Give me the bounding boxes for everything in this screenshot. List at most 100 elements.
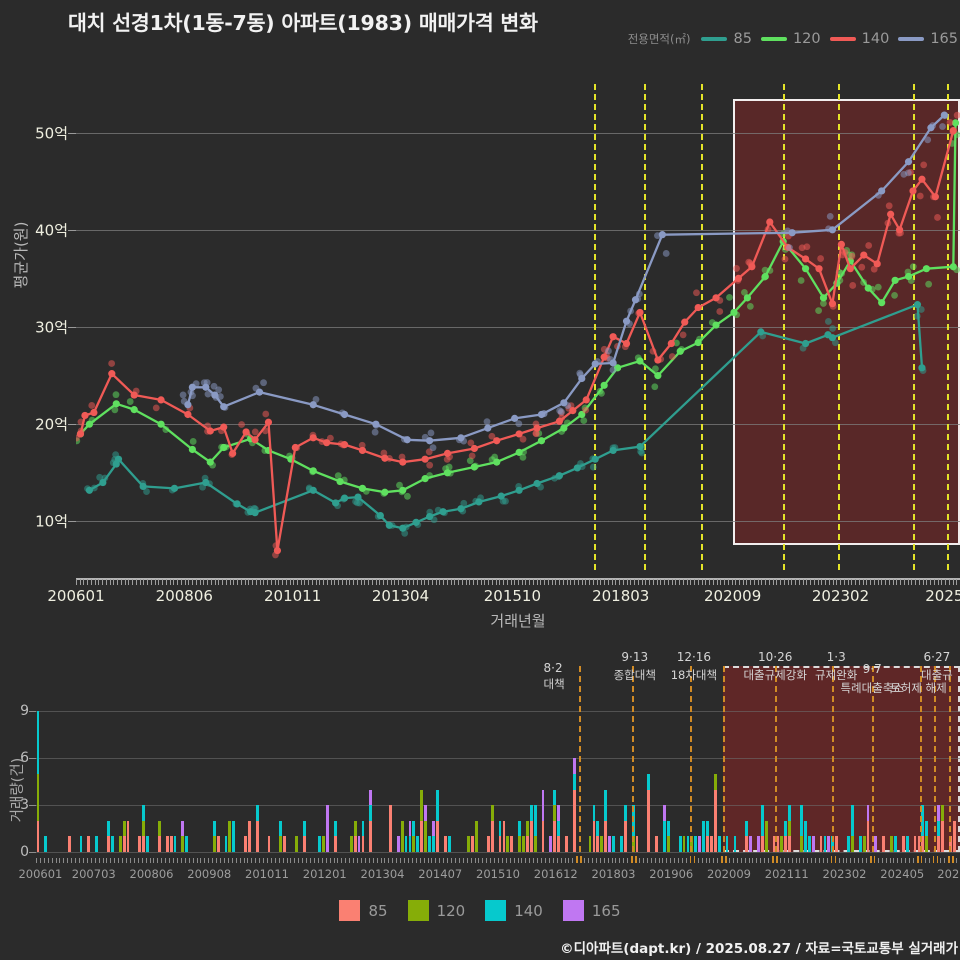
volume-bar[interactable] [803,820,807,852]
volume-bar[interactable] [361,820,365,852]
volume-bar[interactable] [686,836,690,852]
volume-bar[interactable] [655,836,659,852]
volume-bar[interactable] [807,836,811,852]
volume-bar[interactable] [776,836,780,852]
volume-bar[interactable] [424,805,428,852]
volume-bar[interactable] [894,836,897,852]
volume-bar[interactable] [612,836,615,852]
volume-bar[interactable] [819,836,823,852]
volume-bar[interactable] [416,836,420,852]
volume-bar[interactable] [283,836,287,852]
volume-bar[interactable] [36,711,40,852]
volume-bar[interactable] [107,820,110,852]
volume-bar[interactable] [600,836,604,852]
volume-bar[interactable] [706,820,709,852]
volume-bar[interactable] [811,836,815,852]
volume-bar[interactable] [780,836,784,852]
volume-bar[interactable] [549,836,553,852]
volume-bar[interactable] [757,836,760,852]
volume-bar[interactable] [369,789,373,852]
volume-bar[interactable] [710,836,713,852]
volume-bar[interactable] [647,773,651,852]
volume-bar[interactable] [502,820,506,852]
legend-bottom-item-120[interactable]: 120 [407,900,465,921]
volume-bar[interactable] [334,820,337,852]
volume-bar[interactable] [788,805,792,852]
volume-bar[interactable] [79,836,83,852]
volume-bar[interactable] [67,836,71,852]
volume-bar[interactable] [353,820,357,852]
volume-bar[interactable] [682,836,686,852]
volume-bar[interactable] [173,836,177,852]
volume-bar[interactable] [835,836,839,852]
volume-bar[interactable] [858,836,862,852]
volume-bar[interactable] [169,836,173,852]
volume-bar[interactable] [110,836,114,852]
legend-item-140[interactable]: 140 [829,31,889,47]
volume-bar[interactable] [866,805,870,852]
volume-bar[interactable] [784,820,788,852]
volume-bar[interactable] [745,820,749,852]
volume-bar[interactable] [157,820,161,852]
volume-bar[interactable] [588,836,592,852]
volume-bar[interactable] [467,836,471,852]
volume-bar[interactable] [412,820,416,852]
volume-bar[interactable] [596,820,600,852]
volume-bar[interactable] [224,836,228,852]
volume-bar[interactable] [565,836,568,852]
volume-bar[interactable] [890,836,893,852]
volume-bar[interactable] [772,836,776,852]
volume-bar[interactable] [322,836,326,852]
volume-bar[interactable] [138,836,142,852]
volume-bar[interactable] [862,836,866,852]
volume-bar[interactable] [388,805,392,852]
volume-bar[interactable] [44,836,48,852]
volume-bar[interactable] [526,820,529,852]
volume-bar[interactable] [95,836,99,852]
volume-bar[interactable] [925,820,929,852]
volume-bar[interactable] [874,836,878,852]
volume-bar[interactable] [663,805,666,852]
legend-item-120[interactable]: 120 [760,31,821,47]
volume-bar[interactable] [357,836,361,852]
volume-bar[interactable] [905,836,909,852]
volume-bar[interactable] [666,820,670,852]
volume-bar[interactable] [248,820,251,852]
legend-bottom-item-140[interactable]: 140 [485,900,543,921]
volume-bar[interactable] [326,805,330,852]
volume-bar[interactable] [142,805,146,852]
volume-bar[interactable] [420,789,424,852]
volume-bar[interactable] [882,836,886,852]
volume-bar[interactable] [937,805,940,852]
volume-bar[interactable] [349,836,353,852]
volume-bar[interactable] [921,805,925,852]
volume-bar[interactable] [443,836,447,852]
volume-bar[interactable] [432,820,435,852]
volume-bar[interactable] [941,805,944,852]
volume-bar[interactable] [847,836,850,852]
volume-bar[interactable] [694,836,698,852]
volume-bar[interactable] [760,805,764,852]
volume-bar[interactable] [623,805,627,852]
volume-bar[interactable] [506,836,510,852]
volume-bar[interactable] [486,836,490,852]
volume-bar[interactable] [267,836,271,852]
volume-bar[interactable] [725,836,729,852]
volume-bar[interactable] [181,820,185,852]
volume-bar[interactable] [122,820,126,852]
volume-bar[interactable] [435,789,439,852]
volume-bar[interactable] [255,805,259,852]
volume-bar[interactable] [557,805,561,852]
volume-bar[interactable] [764,820,768,852]
legend-bottom-item-85[interactable]: 85 [339,900,388,921]
volume-bar[interactable] [232,820,236,852]
volume-bar[interactable] [917,836,921,852]
volume-bar[interactable] [404,836,408,852]
volume-bar[interactable] [510,836,514,852]
volume-bar[interactable] [216,836,220,852]
volume-bar[interactable] [850,805,854,852]
volume-bar[interactable] [800,805,803,852]
volume-bar[interactable] [913,836,917,852]
volume-bar[interactable] [118,836,122,852]
volume-bar[interactable] [608,836,612,852]
